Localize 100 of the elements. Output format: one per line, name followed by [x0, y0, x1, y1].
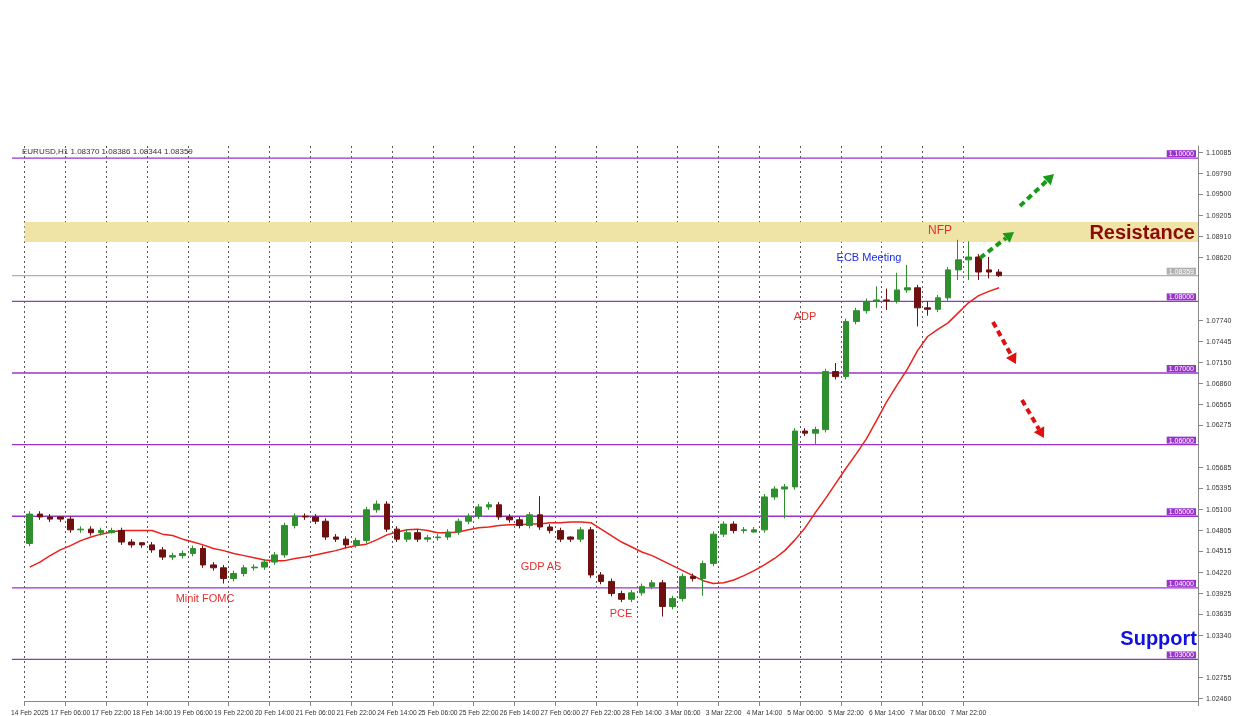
candlestick — [139, 541, 145, 549]
candlestick — [169, 552, 176, 561]
candlestick — [302, 512, 309, 521]
candlestick — [628, 589, 635, 603]
annotation: PCE — [609, 607, 633, 619]
candlestick — [424, 534, 431, 543]
candlestick — [506, 513, 513, 524]
candlestick — [710, 530, 717, 567]
candlestick — [241, 564, 247, 577]
candlestick — [496, 501, 502, 521]
candlestick — [333, 533, 339, 543]
candlestick — [445, 528, 451, 541]
candlestick — [588, 526, 594, 579]
candlestick — [281, 522, 288, 559]
candlestick — [639, 583, 645, 597]
candlestick — [373, 499, 380, 514]
candlestick — [77, 525, 84, 534]
candlestick — [312, 513, 319, 525]
candlestick — [159, 546, 166, 561]
annotation: ADP — [793, 310, 817, 322]
candlestick — [577, 526, 584, 543]
candlestick — [567, 535, 574, 543]
candlestick — [883, 288, 890, 311]
candlestick — [792, 427, 798, 491]
candlestick — [904, 264, 911, 294]
candlestick — [118, 527, 125, 546]
candlestick — [741, 526, 747, 534]
candlestick — [516, 516, 523, 529]
candlestick — [679, 573, 686, 602]
candlestick — [37, 510, 43, 521]
candlestick — [955, 239, 962, 281]
chart-title: EURUSD,H1 1.08370 1.08386 1.08344 1.08359 — [22, 146, 194, 156]
candlestick — [210, 561, 217, 572]
candlestick — [700, 560, 706, 597]
candlestick — [179, 550, 186, 559]
candlestick — [843, 318, 849, 380]
candlestick — [394, 525, 400, 543]
candlestick — [98, 527, 104, 537]
candlestick — [251, 563, 258, 572]
candlestick — [465, 512, 472, 525]
candlestick — [200, 545, 206, 569]
annotation: Support — [1120, 627, 1198, 649]
line-series — [28, 287, 1000, 585]
candlestick — [26, 510, 33, 547]
candlestick — [720, 520, 727, 538]
candlestick — [914, 284, 921, 327]
candlestick — [659, 579, 666, 617]
candlestick — [271, 551, 278, 566]
candlestick — [761, 493, 768, 534]
annotation: Resistance — [1089, 221, 1195, 243]
candlestick — [455, 517, 462, 536]
candlestick — [832, 362, 839, 380]
candlestick — [781, 483, 788, 519]
candlestick — [67, 515, 74, 534]
candlestick — [57, 515, 64, 523]
candlestick — [537, 495, 543, 531]
candlestick — [863, 298, 870, 315]
candlestick — [547, 523, 553, 534]
candlestick — [894, 272, 900, 305]
candlestick — [618, 590, 625, 603]
candlestick — [945, 266, 951, 302]
candlestick — [108, 527, 115, 534]
candlestick — [414, 529, 421, 543]
candlestick — [149, 541, 155, 554]
candlestick — [690, 573, 696, 582]
candlestick — [47, 513, 53, 523]
candlestick — [220, 564, 227, 585]
candlestick — [261, 558, 268, 571]
candlestick — [363, 506, 370, 544]
candlestick — [730, 520, 737, 534]
candlestick — [802, 427, 808, 437]
candlestick — [873, 285, 880, 309]
candlestick — [526, 511, 533, 529]
candlestick — [557, 527, 564, 543]
candlestick — [486, 501, 492, 511]
candlestick — [190, 545, 196, 557]
candlestick — [353, 537, 360, 549]
annotation: GDP AS — [520, 560, 562, 572]
candlestick — [384, 500, 390, 533]
candlestick — [996, 268, 1002, 278]
annotation: Minit FOMC — [175, 592, 235, 604]
annotation: NFP — [928, 223, 952, 237]
annotation: ECB Meeting — [836, 251, 902, 263]
candlestick — [343, 535, 349, 549]
candlestick — [88, 525, 94, 537]
candlestick — [435, 533, 441, 542]
candlestick — [404, 529, 411, 543]
candlestick — [598, 571, 604, 585]
candlestick — [751, 526, 757, 534]
candlestick — [812, 426, 819, 445]
candlestick — [608, 578, 615, 597]
candlestick — [771, 485, 778, 501]
candlestick — [128, 538, 135, 549]
candlestick — [924, 300, 931, 317]
candlestick — [935, 294, 941, 313]
candlestick — [853, 307, 860, 325]
candlestick — [322, 517, 329, 541]
candlestick — [292, 512, 298, 529]
candlestick — [965, 240, 972, 281]
candlestick — [822, 368, 829, 433]
